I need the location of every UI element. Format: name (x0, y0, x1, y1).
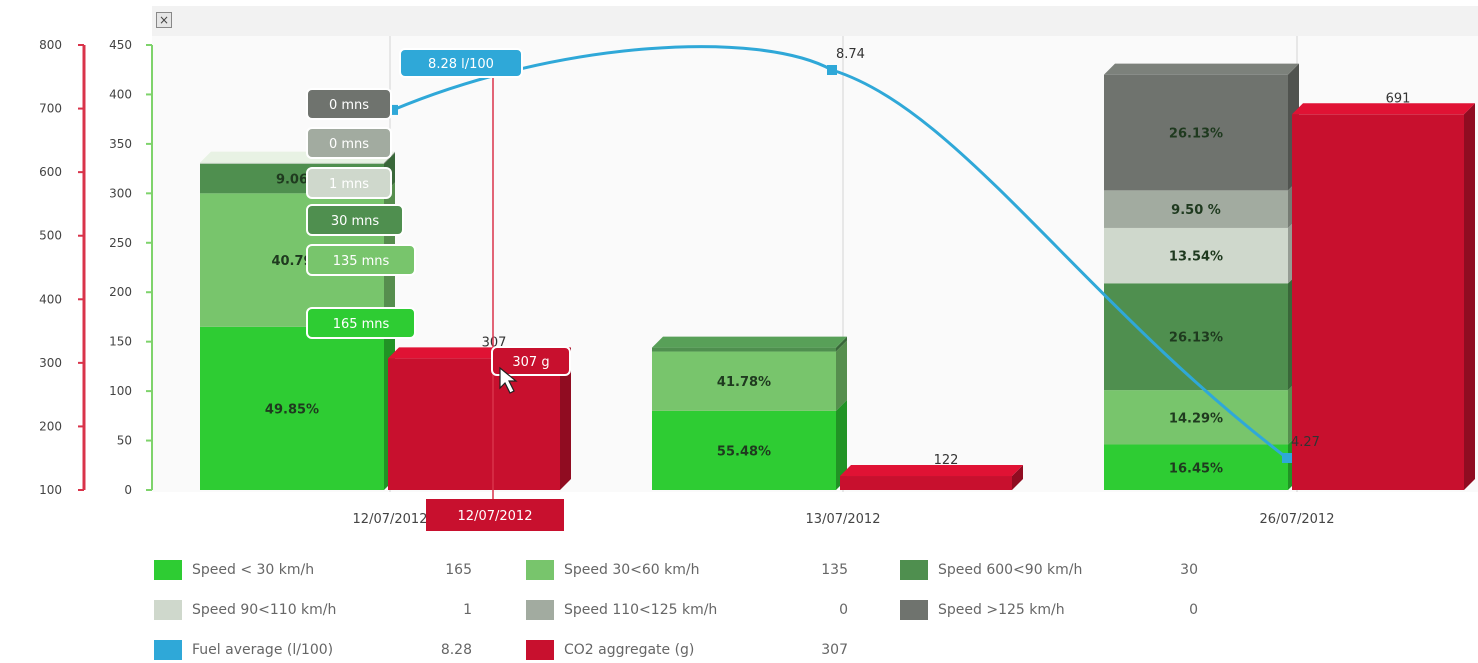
tooltip-speed-text: 0 mns (329, 98, 369, 113)
speed-bar-segment-side (836, 341, 847, 411)
legend-value: 8.28 (412, 642, 472, 658)
legend-value: 0 (1138, 602, 1198, 618)
fuel-data-label: 4.27 (1291, 435, 1320, 450)
tooltip-speed-text: 30 mns (331, 214, 380, 229)
legend-swatch (900, 560, 928, 580)
speed-bar-data-label: 41.78% (717, 375, 771, 390)
speed-bar-data-label: 49.85% (265, 402, 319, 417)
co2-axis-tick-label: 600 (39, 165, 62, 179)
speed-axis-tick-label: 400 (109, 87, 132, 101)
legend-label: Speed 110<125 km/h (564, 602, 717, 618)
co2-axis-tick-label: 200 (39, 419, 62, 433)
legend-value: 1 (412, 602, 472, 618)
legend-label: Fuel average (l/100) (192, 642, 333, 658)
speed-bar-data-label: 13.54% (1169, 250, 1223, 265)
fuel-data-label: 8.74 (836, 47, 865, 62)
co2-axis-tick-label: 800 (39, 38, 62, 52)
co2-axis-tick-label: 400 (39, 292, 62, 306)
speed-bar-data-label: 9.50 % (1171, 203, 1221, 218)
co2-bar (388, 358, 560, 490)
speed-axis-tick-label: 100 (109, 384, 132, 398)
legend-label: Speed 30<60 km/h (564, 562, 699, 578)
legend-label: Speed 600<90 km/h (938, 562, 1082, 578)
speed-bar-data-label: 55.48% (717, 444, 771, 459)
category-label: 26/07/2012 (1260, 512, 1335, 527)
legend-label: Speed < 30 km/h (192, 562, 314, 578)
legend-value: 135 (788, 562, 848, 578)
legend-label: Speed 90<110 km/h (192, 602, 336, 618)
co2-bar (1292, 114, 1464, 490)
fuel-point (1282, 453, 1292, 463)
co2-bar (840, 476, 1012, 490)
legend-swatch (154, 640, 182, 660)
tooltip-category-text: 12/07/2012 (458, 509, 533, 524)
tooltip-fuel-text: 8.28 l/100 (428, 57, 494, 72)
tooltip-speed-text: 1 mns (329, 177, 369, 192)
tooltip-speed-text: 135 mns (333, 254, 390, 269)
speed-bar-data-label: 14.29% (1169, 411, 1223, 426)
legend-swatch (154, 600, 182, 620)
speed-bar-data-label: 26.13% (1169, 127, 1223, 142)
tooltip-speed-text: 0 mns (329, 137, 369, 152)
speed-axis-tick-label: 300 (109, 186, 132, 200)
speed-axis-tick-label: 250 (109, 236, 132, 250)
speed-axis-tick-label: 450 (109, 38, 132, 52)
speed-bar-segment (652, 348, 836, 352)
chart-canvas: 8007006005004003002001004504003503002502… (0, 0, 1478, 560)
co2-bar-top (1292, 103, 1475, 114)
tooltip-co2-text: 307 g (512, 355, 549, 370)
fuel-point (827, 65, 837, 75)
legend-swatch (526, 600, 554, 620)
legend-swatch (900, 600, 928, 620)
co2-axis-tick-label: 700 (39, 102, 62, 116)
co2-axis-tick-label: 300 (39, 356, 62, 370)
co2-bar-data-label: 122 (934, 453, 959, 468)
co2-bar-side (1464, 103, 1475, 490)
speed-axis-tick-label: 150 (109, 335, 132, 349)
legend-value: 30 (1138, 562, 1198, 578)
speed-bar-data-label: 26.13% (1169, 331, 1223, 346)
speed-bar-top (652, 337, 847, 348)
speed-bar-data-label: 9.06 (276, 173, 308, 188)
legend-value: 0 (788, 602, 848, 618)
legend-swatch (154, 560, 182, 580)
legend-value: 165 (412, 562, 472, 578)
legend-label: Speed >125 km/h (938, 602, 1065, 618)
speed-axis-tick-label: 50 (117, 434, 132, 448)
speed-bar-top (1104, 64, 1299, 75)
tooltip-speed-text: 165 mns (333, 317, 390, 332)
legend-swatch (526, 640, 554, 660)
speed-axis-tick-label: 350 (109, 137, 132, 151)
speed-bar-segment (200, 163, 384, 164)
legend-value: 307 (788, 642, 848, 658)
category-label: 13/07/2012 (806, 512, 881, 527)
speed-axis-tick-label: 200 (109, 285, 132, 299)
co2-axis-tick-label: 100 (39, 483, 62, 497)
speed-bar-data-label: 16.45% (1169, 461, 1223, 476)
co2-bar-data-label: 691 (1386, 91, 1411, 106)
co2-axis-tick-label: 500 (39, 229, 62, 243)
legend-label: CO2 aggregate (g) (564, 642, 694, 658)
co2-bar-top (840, 465, 1023, 476)
category-label: 12/07/2012 (353, 512, 428, 527)
speed-axis-tick-label: 0 (124, 483, 132, 497)
legend-swatch (526, 560, 554, 580)
